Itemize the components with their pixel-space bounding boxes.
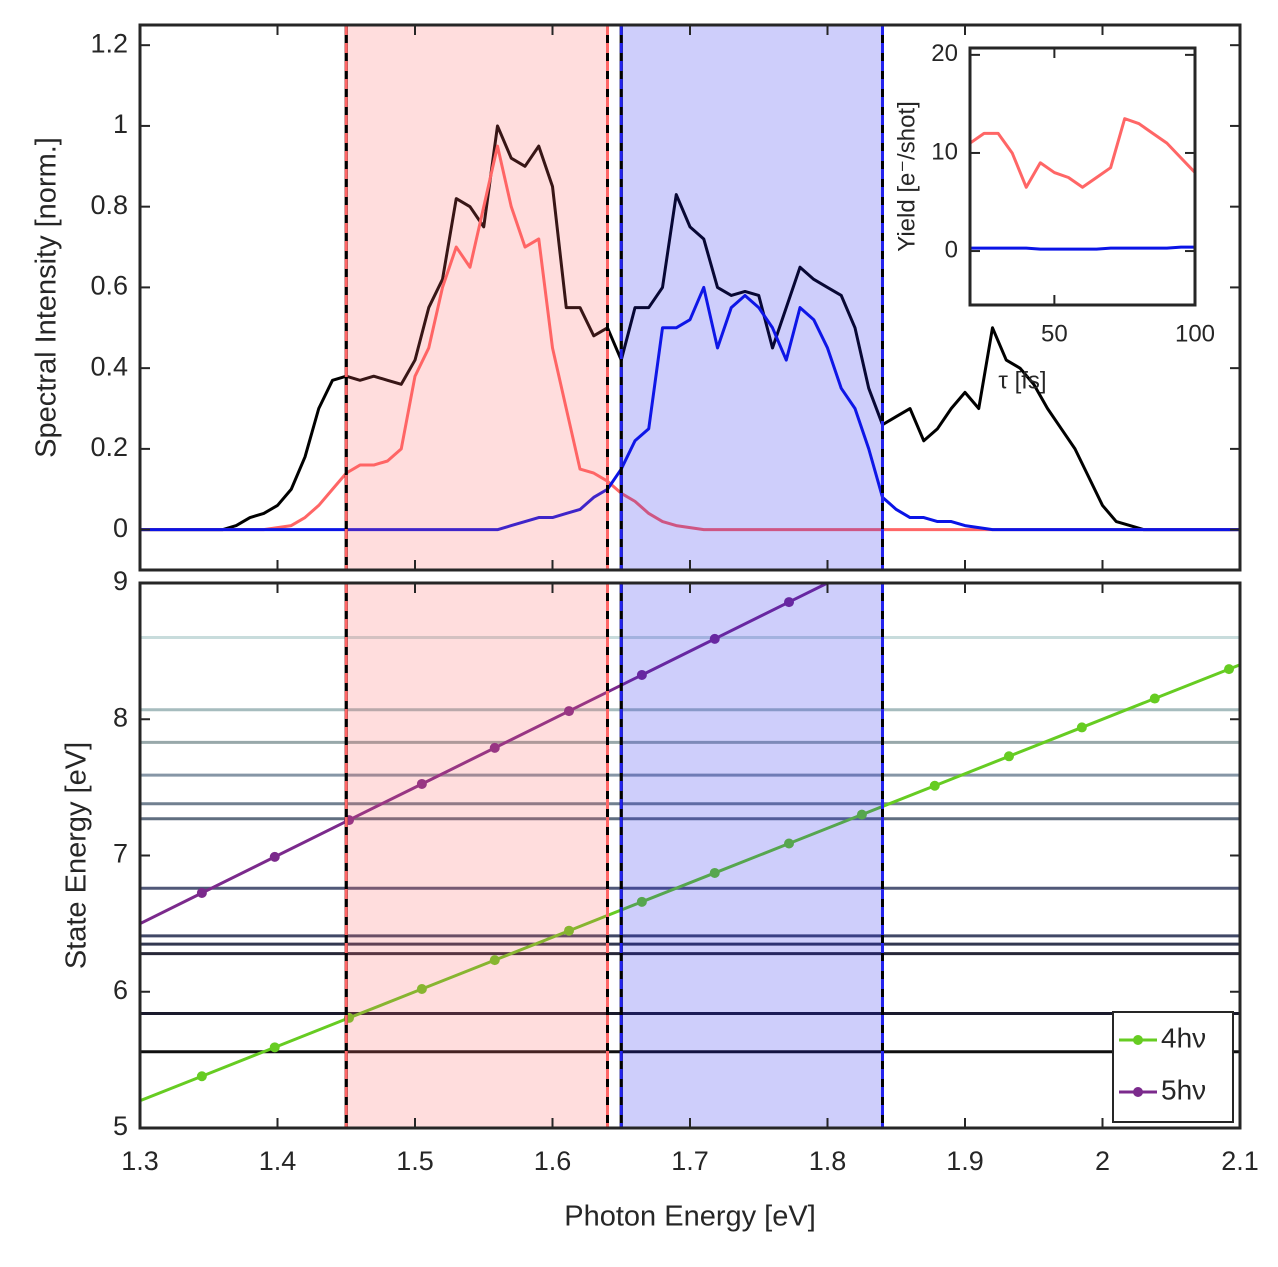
series-line xyxy=(140,124,1240,532)
marker xyxy=(1149,693,1160,704)
marker xyxy=(196,1071,207,1082)
marker xyxy=(856,809,867,820)
marker xyxy=(269,851,280,862)
y-tick-label: 0.4 xyxy=(90,351,128,381)
series-line xyxy=(970,117,1195,189)
y-axis-label: State Energy [eV] xyxy=(61,742,93,969)
legend-label: 4hν xyxy=(1161,1022,1206,1053)
y-axis-label: Spectral Intensity [norm.] xyxy=(31,137,63,458)
marker xyxy=(416,778,427,789)
y-tick-label: 0.6 xyxy=(90,271,128,301)
marker xyxy=(416,984,427,995)
band xyxy=(344,583,609,1128)
marker xyxy=(269,1042,280,1053)
plot-area xyxy=(140,583,1240,1128)
series-line xyxy=(970,245,1195,251)
x-tick-label: 100 xyxy=(1175,320,1215,347)
y-tick-label: 8 xyxy=(113,702,128,732)
x-tick-label: 1.8 xyxy=(809,1146,847,1176)
x-axis-label: τ [fs] xyxy=(998,367,1046,394)
marker xyxy=(196,887,207,898)
x-tick-label: 1.9 xyxy=(946,1146,984,1176)
marker xyxy=(489,955,500,966)
legend-label: 5hν xyxy=(1161,1074,1206,1105)
y-tick-label: 0.2 xyxy=(90,432,128,462)
band xyxy=(619,25,884,570)
y-tick-label: 9 xyxy=(113,566,128,596)
x-tick-label: 1.5 xyxy=(396,1146,434,1176)
y-tick-label: 6 xyxy=(113,975,128,1005)
plot-area xyxy=(140,25,1240,570)
marker xyxy=(1224,664,1234,675)
axes-box xyxy=(968,46,1197,307)
marker xyxy=(709,867,720,878)
marker xyxy=(489,742,500,753)
marker xyxy=(636,669,647,680)
marker xyxy=(784,838,794,849)
marker xyxy=(929,780,940,791)
y-tick-label: 0 xyxy=(113,513,128,543)
band xyxy=(619,583,884,1128)
marker xyxy=(564,706,574,717)
legend-marker xyxy=(1133,1087,1143,1097)
x-tick-label: 50 xyxy=(1041,320,1068,347)
y-tick-label: 7 xyxy=(113,839,128,869)
plot-area xyxy=(970,117,1195,251)
series-line xyxy=(140,285,1240,532)
x-axis-label: Photon Energy [eV] xyxy=(564,1201,816,1233)
marker xyxy=(1076,722,1087,733)
x-tick-label: 1.6 xyxy=(534,1146,572,1176)
marker xyxy=(784,597,794,608)
y-tick-label: 1.2 xyxy=(90,28,128,58)
marker xyxy=(564,925,574,936)
inset-background xyxy=(970,48,1195,305)
legend-box xyxy=(1112,1011,1234,1123)
y-axis-label: Yield [e⁻/shot] xyxy=(893,101,920,252)
x-tick-label: 2 xyxy=(1095,1146,1110,1176)
x-tick-label: 2.1 xyxy=(1221,1146,1259,1176)
x-tick-label: 1.3 xyxy=(121,1146,159,1176)
legend-marker xyxy=(1133,1035,1143,1045)
x-tick-label: 1.4 xyxy=(259,1146,297,1176)
marker xyxy=(1004,751,1014,762)
marker xyxy=(709,633,720,644)
y-tick-label: 1 xyxy=(113,109,128,139)
y-tick-label: 0 xyxy=(945,236,958,263)
y-tick-label: 5 xyxy=(113,1111,128,1141)
marker xyxy=(636,896,647,907)
band xyxy=(344,25,609,570)
y-tick-label: 0.8 xyxy=(90,190,128,220)
x-tick-label: 1.7 xyxy=(671,1146,709,1176)
y-tick-label: 10 xyxy=(931,138,958,165)
y-tick-label: 20 xyxy=(931,40,958,67)
